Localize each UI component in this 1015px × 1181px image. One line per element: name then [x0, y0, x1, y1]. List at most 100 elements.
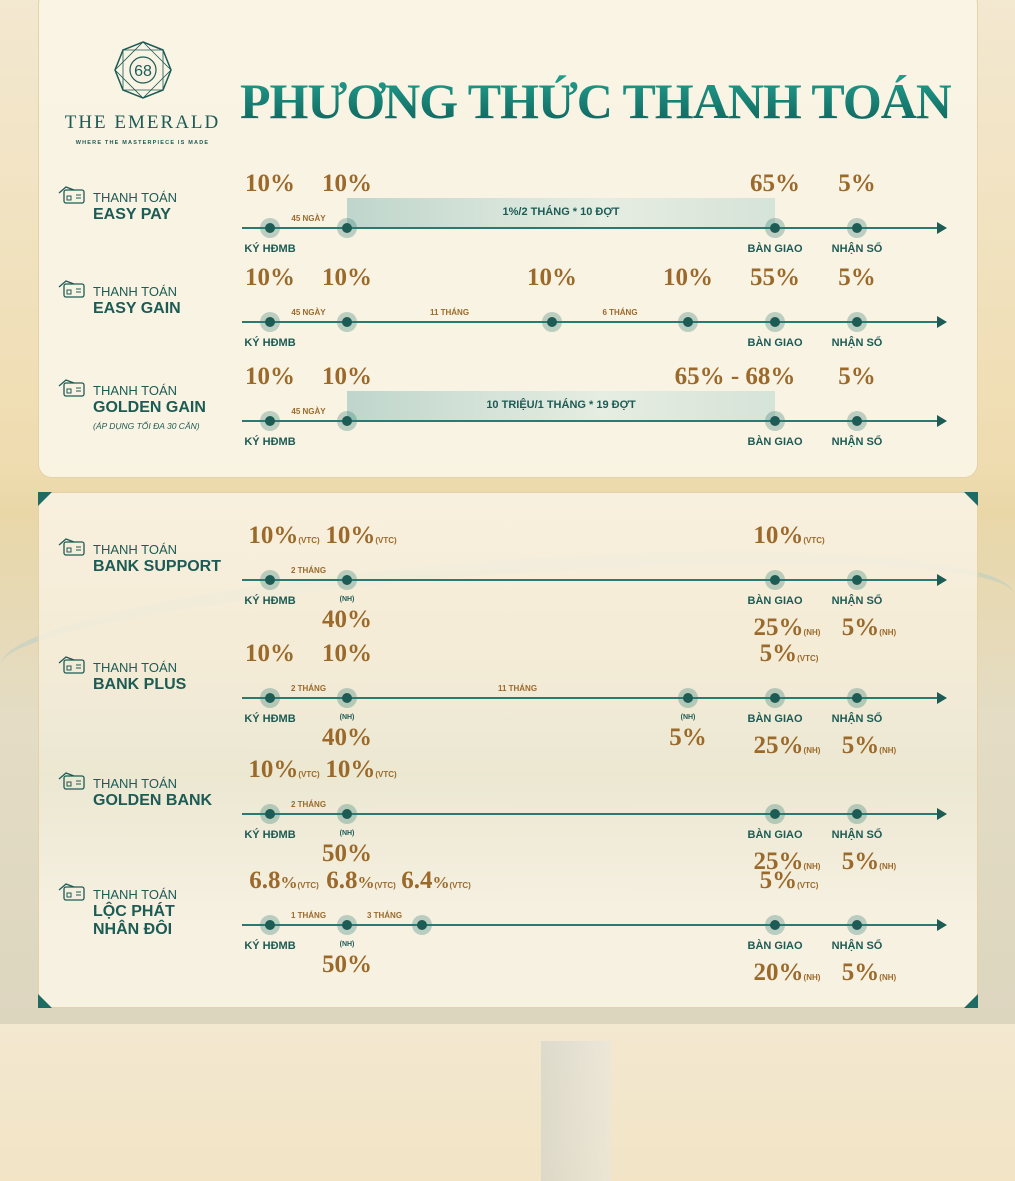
- page-title: PHƯƠNG THỨC THANH TOÁN: [240, 73, 952, 129]
- value-text: 25%: [753, 848, 804, 875]
- milestone-label: KÝ HĐMB: [244, 829, 296, 841]
- corner-ornament: [38, 492, 52, 506]
- milestone-bottom-value: 40%: [322, 724, 372, 752]
- value-text: 10%: [527, 264, 577, 291]
- segment-duration: 6 THÁNG: [602, 308, 638, 317]
- milestone-dot: [678, 312, 698, 332]
- milestone-dot: [260, 411, 280, 431]
- value-text: 50%: [322, 840, 372, 867]
- brand-name: THE EMERALD: [64, 112, 221, 133]
- plan-prefix: THANH TOÁN: [93, 660, 178, 675]
- plan-name: BANK PLUS: [93, 676, 187, 693]
- bank-note: (NH): [339, 714, 355, 721]
- corner-ornament: [38, 994, 52, 1008]
- milestone-label: KÝ HĐMB: [244, 337, 296, 349]
- segment-duration: 45 NGÀY: [291, 407, 326, 416]
- value-text: 10%: [322, 264, 372, 291]
- segment-duration: 11 THÁNG: [497, 684, 538, 693]
- value-unit: %: [432, 873, 450, 892]
- milestone-label: BÀN GIAO: [747, 243, 803, 255]
- payment-card-icon: [58, 538, 86, 556]
- milestone-dot: [678, 688, 698, 708]
- milestone-dot: [765, 312, 785, 332]
- milestone-dot: [765, 411, 785, 431]
- plan-name: GOLDEN GAIN: [93, 399, 206, 416]
- milestone-top-value: 10%: [245, 264, 295, 292]
- milestone-top-value: 10%: [245, 640, 295, 668]
- value-text: 5%: [838, 363, 876, 390]
- milestone-dot: [260, 688, 280, 708]
- milestone-top-value: 10%: [245, 170, 295, 198]
- plan-name: GOLDEN BANK: [93, 792, 213, 809]
- milestone-top-value: 55%: [750, 264, 800, 292]
- value-suffix: (NH): [803, 862, 821, 871]
- value-suffix: (VTC): [803, 536, 825, 545]
- value-suffix: (VTC): [375, 536, 397, 545]
- value-text: 5%: [838, 170, 876, 197]
- milestone-top-value: 10%(VTC): [325, 522, 396, 550]
- plan-name: LỘC PHÁT NHÂN ĐÔI: [93, 903, 175, 938]
- milestone-bottom-value: 5%(NH): [842, 614, 896, 642]
- milestone-label: NHẬN SỔ: [831, 337, 883, 349]
- brand-tagline: WHERE THE MASTERPIECE IS MADE: [75, 140, 210, 146]
- milestone-top-value: 10%: [322, 640, 372, 668]
- band-text: 1%/2 THÁNG * 10 ĐỢT: [502, 206, 620, 218]
- segment-duration: 3 THÁNG: [366, 911, 403, 920]
- milestone-label: BÀN GIAO: [747, 595, 803, 607]
- corner-ornament: [964, 492, 978, 506]
- arrow-head-icon: [937, 574, 947, 586]
- milestone-top-value: 6.4%(VTC): [401, 867, 471, 895]
- milestone-top-value: 5%: [838, 170, 876, 198]
- plan-name: EASY GAIN: [93, 300, 181, 317]
- value-unit: %: [357, 873, 375, 892]
- value-suffix: (NH): [803, 746, 821, 755]
- milestone-label: KÝ HĐMB: [244, 595, 296, 607]
- milestone-bottom-value: 5%(NH): [842, 732, 896, 760]
- milestone-top-value: 6.8%(VTC): [326, 867, 396, 895]
- milestone-dot: [260, 804, 280, 824]
- arrow-head-icon: [937, 222, 947, 234]
- value-text: 10%: [322, 640, 372, 667]
- value-suffix: (VTC): [375, 770, 397, 779]
- milestone-label: KÝ HĐMB: [244, 713, 296, 725]
- logo: 68 THE EMERALD WHERE THE MASTERPIECE IS …: [55, 40, 230, 146]
- milestone-label: BÀN GIAO: [747, 713, 803, 725]
- segment-duration: 45 NGÀY: [291, 214, 326, 223]
- payment-card-icon: [58, 883, 86, 901]
- payment-card-icon: [58, 772, 86, 790]
- arrow-head-icon: [937, 692, 947, 704]
- milestone-bottom-value: 5%: [669, 724, 707, 752]
- milestone-label: NHẬN SỔ: [831, 829, 883, 841]
- svg-text:68: 68: [134, 63, 152, 80]
- corner-ornament: [964, 994, 978, 1008]
- milestone-label: BÀN GIAO: [747, 829, 803, 841]
- value-text: 40%: [322, 724, 372, 751]
- milestone-dot: [542, 312, 562, 332]
- milestone-label: KÝ HĐMB: [244, 436, 296, 448]
- milestone-top-value: 10%: [322, 170, 372, 198]
- timeline-line: [242, 420, 937, 422]
- plan-name: BANK SUPPORT: [93, 558, 222, 575]
- milestone-top-value: 5%: [838, 264, 876, 292]
- value-suffix: (NH): [803, 973, 821, 982]
- value-text: 10%: [322, 170, 372, 197]
- value-text: 6.8: [326, 867, 358, 894]
- plan-prefix: THANH TOÁN: [93, 887, 178, 902]
- value-suffix: (VTC): [374, 881, 396, 890]
- milestone-bottom-value: 25%(NH): [754, 848, 821, 876]
- value-suffix: (VTC): [298, 770, 320, 779]
- value-text: 5%: [841, 614, 880, 641]
- value-text: 10%: [245, 264, 295, 291]
- milestone-bottom-value: 50%: [322, 951, 372, 979]
- milestone-dot: [337, 218, 357, 238]
- milestone-dot: [260, 570, 280, 590]
- timeline-line: [242, 924, 937, 926]
- plan-prefix: THANH TOÁN: [93, 776, 178, 791]
- value-text: 10%: [325, 522, 376, 549]
- gem-icon: 68: [113, 40, 173, 100]
- segment-duration: 11 THÁNG: [429, 308, 470, 317]
- segment-duration: 2 THÁNG: [290, 800, 327, 809]
- milestone-label: NHẬN SỔ: [831, 595, 883, 607]
- milestone-label: NHẬN SỔ: [831, 436, 883, 448]
- plan-prefix: THANH TOÁN: [93, 542, 178, 557]
